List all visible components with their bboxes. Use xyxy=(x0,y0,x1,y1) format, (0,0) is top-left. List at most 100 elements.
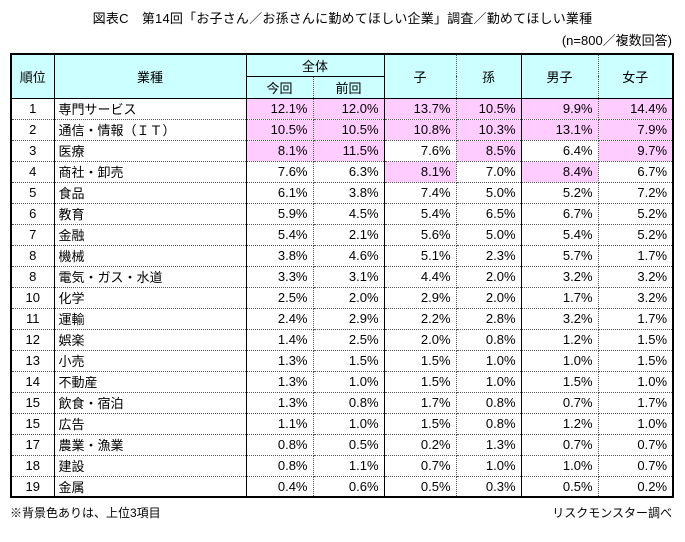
highlight-footnote: ※背景色ありは、上位3項目 xyxy=(10,506,161,520)
table-body: 1 専門サービス 12.1% 12.0% 13.7% 10.5% 9.9% 14.4% 2 通信・… xyxy=(11,98,674,497)
table-row: 8 電気・ガス・水道 3.3% 3.1% 4.4% 2.0% 3.2% 3.2% xyxy=(11,266,674,288)
table-row: 19 金属 0.4% 0.6% 0.5% 0.3% 0.5% 0.2% xyxy=(11,476,674,497)
industry-cell: 飲食・宿泊 xyxy=(54,392,247,414)
value-cell: 3.8% xyxy=(313,182,385,204)
rank-cell: 8 xyxy=(11,245,55,267)
value-cell: 2.0% xyxy=(456,266,522,288)
value-cell: 0.8% xyxy=(456,329,522,351)
value-cell: 3.2% xyxy=(521,308,599,330)
rank-cell: 5 xyxy=(11,182,55,204)
value-cell: 1.5% xyxy=(598,350,674,372)
value-cell: 13.7% xyxy=(384,98,457,120)
value-cell: 1.5% xyxy=(384,371,457,393)
rank-cell: 18 xyxy=(11,455,55,477)
table-row: 14 不動産 1.3% 1.0% 1.5% 1.0% 1.5% 1.0% xyxy=(11,371,674,393)
table-row: 4 商社・卸売 7.6% 6.3% 8.1% 7.0% 8.4% 6.7% xyxy=(11,161,674,183)
table-header: 順位 業種 全体 子 孫 男子 女子 今回 前回 xyxy=(11,54,674,99)
page-title: 図表C 第14回「お子さん／お孫さんに勤めてほしい企業」調査／勤めてほしい業種 xyxy=(92,11,593,26)
value-cell: 5.4% xyxy=(521,224,599,246)
value-cell: 1.0% xyxy=(456,350,522,372)
value-cell: 0.7% xyxy=(598,455,674,477)
industry-cell: 教育 xyxy=(54,203,247,225)
value-cell: 4.4% xyxy=(384,266,457,288)
industry-cell: 金融 xyxy=(54,224,247,246)
table-row: 1 専門サービス 12.1% 12.0% 13.7% 10.5% 9.9% 14.4% xyxy=(11,98,674,120)
value-cell: 1.7% xyxy=(521,287,599,309)
value-cell: 3.2% xyxy=(521,266,599,288)
industry-cell: 化学 xyxy=(54,287,247,309)
col-header-child: 子 xyxy=(384,54,457,99)
industry-cell: 運輸 xyxy=(54,308,247,330)
col-header-overall: 全体 xyxy=(246,54,385,77)
value-cell: 9.7% xyxy=(598,140,674,162)
rank-cell: 10 xyxy=(11,287,55,309)
value-cell: 6.5% xyxy=(456,203,522,225)
value-cell: 0.5% xyxy=(313,434,385,456)
value-cell: 2.5% xyxy=(246,287,314,309)
industry-cell: 電気・ガス・水道 xyxy=(54,266,247,288)
value-cell: 10.5% xyxy=(456,98,522,120)
industry-cell: 広告 xyxy=(54,413,247,435)
col-header-current: 今回 xyxy=(246,76,314,99)
value-cell: 1.0% xyxy=(456,371,522,393)
table-row: 15 飲食・宿泊 1.3% 0.8% 1.7% 0.8% 0.7% 1.7% xyxy=(11,392,674,414)
rank-cell: 17 xyxy=(11,434,55,456)
rank-cell: 2 xyxy=(11,119,55,141)
table-row: 15 広告 1.1% 1.0% 1.5% 0.8% 1.2% 1.0% xyxy=(11,413,674,435)
value-cell: 1.5% xyxy=(384,413,457,435)
value-cell: 1.3% xyxy=(246,371,314,393)
industry-cell: 建設 xyxy=(54,455,247,477)
industry-cell: 医療 xyxy=(54,140,247,162)
value-cell: 1.5% xyxy=(313,350,385,372)
value-cell: 5.0% xyxy=(456,182,522,204)
value-cell: 7.6% xyxy=(246,161,314,183)
value-cell: 2.9% xyxy=(313,308,385,330)
table-row: 3 医療 8.1% 11.5% 7.6% 8.5% 6.4% 9.7% xyxy=(11,140,674,162)
table-row: 8 機械 3.8% 4.6% 5.1% 2.3% 5.7% 1.7% xyxy=(11,245,674,267)
value-cell: 11.5% xyxy=(313,140,385,162)
value-cell: 5.2% xyxy=(521,182,599,204)
table-footer: ※背景色ありは、上位3項目 リスクモンスター調べ xyxy=(10,504,672,521)
value-cell: 1.5% xyxy=(521,371,599,393)
value-cell: 6.4% xyxy=(521,140,599,162)
value-cell: 2.0% xyxy=(384,329,457,351)
table-row: 2 通信・情報（ＩＴ） 10.5% 10.5% 10.8% 10.3% 13.1% 7.9% xyxy=(11,119,674,141)
value-cell: 2.8% xyxy=(456,308,522,330)
value-cell: 5.2% xyxy=(598,224,674,246)
value-cell: 2.5% xyxy=(313,329,385,351)
value-cell: 0.7% xyxy=(598,434,674,456)
value-cell: 1.7% xyxy=(598,308,674,330)
col-header-girl: 女子 xyxy=(598,54,674,99)
rank-cell: 13 xyxy=(11,350,55,372)
value-cell: 10.5% xyxy=(246,119,314,141)
value-cell: 4.6% xyxy=(313,245,385,267)
rank-cell: 15 xyxy=(11,392,55,414)
value-cell: 5.2% xyxy=(598,203,674,225)
rank-cell: 8 xyxy=(11,266,55,288)
value-cell: 6.3% xyxy=(313,161,385,183)
value-cell: 4.5% xyxy=(313,203,385,225)
value-cell: 0.8% xyxy=(313,392,385,414)
value-cell: 1.0% xyxy=(456,455,522,477)
value-cell: 1.0% xyxy=(598,413,674,435)
value-cell: 3.8% xyxy=(246,245,314,267)
value-cell: 0.3% xyxy=(456,476,522,497)
value-cell: 0.8% xyxy=(456,413,522,435)
value-cell: 0.2% xyxy=(598,476,674,497)
value-cell: 1.0% xyxy=(313,413,385,435)
table-row: 12 娯楽 1.4% 2.5% 2.0% 0.8% 1.2% 1.5% xyxy=(11,329,674,351)
rank-cell: 12 xyxy=(11,329,55,351)
survey-table: 順位 業種 全体 子 孫 男子 女子 今回 前回 1 専門サービス 12.1% 12.… xyxy=(10,53,675,498)
value-cell: 2.0% xyxy=(456,287,522,309)
value-cell: 5.6% xyxy=(384,224,457,246)
rank-cell: 11 xyxy=(11,308,55,330)
table-row: 13 小売 1.3% 1.5% 1.5% 1.0% 1.0% 1.5% xyxy=(11,350,674,372)
value-cell: 5.7% xyxy=(521,245,599,267)
table-row: 10 化学 2.5% 2.0% 2.9% 2.0% 1.7% 3.2% xyxy=(11,287,674,309)
value-cell: 0.8% xyxy=(246,455,314,477)
rank-cell: 6 xyxy=(11,203,55,225)
sample-size-note: (n=800／複数回答) xyxy=(561,33,672,48)
value-cell: 8.5% xyxy=(456,140,522,162)
value-cell: 1.2% xyxy=(521,329,599,351)
